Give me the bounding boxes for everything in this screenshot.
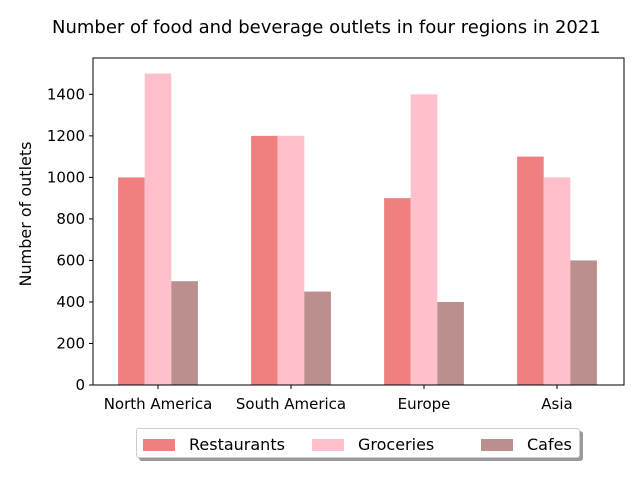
bar-restaurants-asia: [517, 156, 544, 385]
x-tick-label-north-america: North America: [104, 395, 213, 413]
bar-restaurants-north-america: [118, 177, 145, 385]
bar-groceries-europe: [410, 94, 438, 385]
legend-label-groceries: Groceries: [358, 435, 435, 454]
y-tick-label: 1400: [47, 85, 85, 103]
bar-groceries-north-america: [144, 73, 172, 386]
x-tick-label-south-america: South America: [236, 395, 346, 413]
y-tick-label: 200: [56, 334, 85, 352]
bar-restaurants-europe: [384, 198, 411, 385]
bar-restaurants-south-america: [251, 135, 278, 385]
y-tick-label: 1000: [47, 168, 85, 186]
legend-item-restaurants: Restaurants: [143, 435, 285, 454]
chart-title: Number of food and beverage outlets in f…: [52, 17, 601, 38]
y-axis-label: Number of outlets: [16, 142, 35, 287]
y-tick-label: 800: [56, 210, 85, 228]
legend-item-groceries: Groceries: [312, 435, 434, 454]
legend-label-cafes: Cafes: [527, 435, 572, 454]
legend-item-cafes: Cafes: [481, 435, 572, 454]
plot-frame: [92, 57, 625, 386]
legend-swatch-restaurants: [143, 438, 175, 451]
bar-groceries-asia: [543, 177, 571, 385]
bar-cafes-europe: [437, 301, 464, 385]
y-tick-label: 600: [56, 251, 85, 269]
x-tick-label-asia: Asia: [541, 395, 572, 413]
bar-groceries-south-america: [277, 135, 305, 385]
legend-label-restaurants: Restaurants: [189, 435, 285, 454]
bar-cafes-north-america: [171, 281, 198, 385]
y-tick-label: 400: [56, 293, 85, 311]
bar-cafes-asia: [570, 260, 597, 385]
legend-swatch-groceries: [312, 438, 344, 451]
legend-swatch-cafes: [481, 438, 513, 451]
y-tick-label: 0: [75, 376, 85, 394]
x-tick-label-europe: Europe: [398, 395, 451, 413]
y-tick-label: 1200: [47, 127, 85, 145]
bar-cafes-south-america: [304, 291, 331, 385]
legend: Restaurants Groceries Cafes: [136, 428, 580, 458]
